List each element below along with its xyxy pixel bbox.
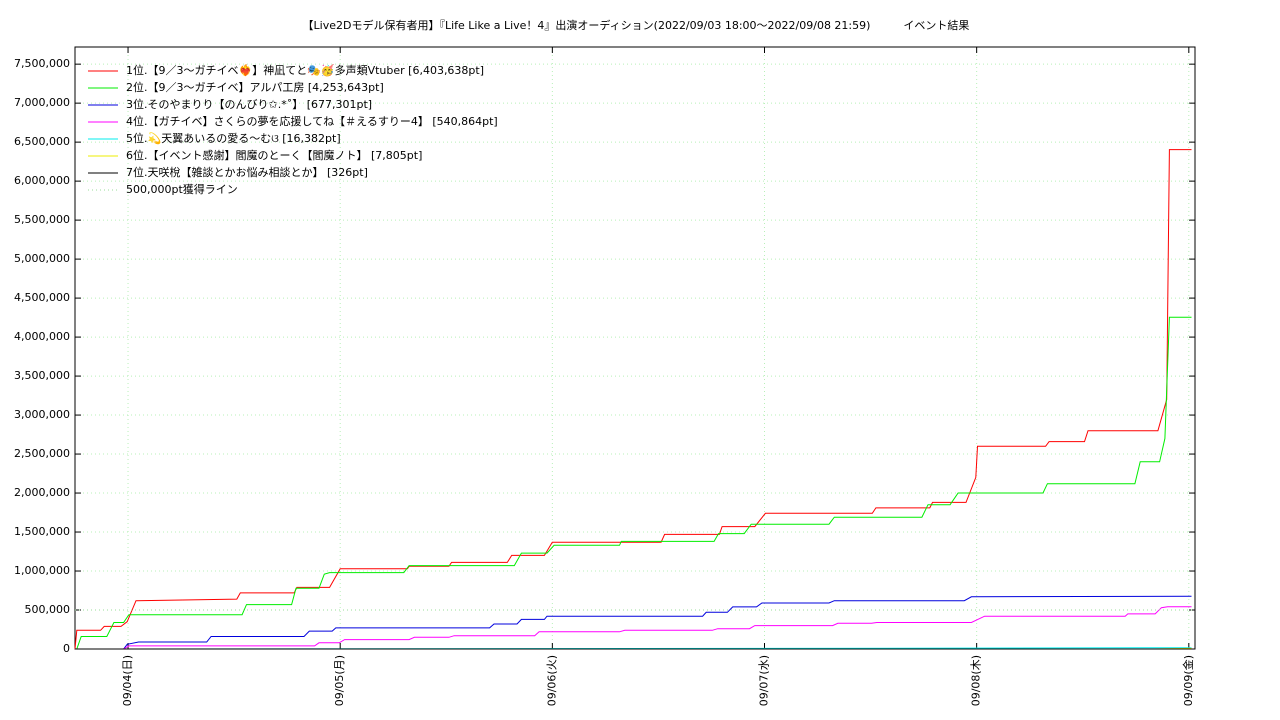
- y-tick-label: 1,000,000: [14, 564, 70, 577]
- y-tick-label: 4,500,000: [14, 291, 70, 304]
- y-tick-label: 0: [63, 642, 70, 655]
- x-tick-label: 09/04(日): [121, 655, 134, 706]
- y-tick-label: 5,000,000: [14, 252, 70, 265]
- legend-label: 7位.天咲梲【雑談とかお悩み相談とか】 [326pt]: [126, 165, 368, 179]
- x-tick-label: 09/06(火): [545, 655, 558, 706]
- series-line: [74, 149, 1192, 650]
- x-tick-label: 09/05(月): [333, 655, 346, 706]
- y-tick-label: 4,000,000: [14, 330, 70, 343]
- x-tick-label: 09/09(金): [1181, 655, 1195, 706]
- y-tick-label: 500,000: [25, 603, 71, 616]
- legend-label: 5位.💫天翼あいるの愛る〜むଓ [16,382pt]: [126, 131, 341, 146]
- legend-label: 500,000pt獲得ライン: [126, 183, 238, 196]
- legend-label: 2位.【9／3〜ガチイベ】アルパ工房 [4,253,643pt]: [126, 80, 384, 94]
- x-tick-label: 09/08(木): [970, 655, 983, 706]
- x-tick-label: 09/07(水): [758, 655, 771, 706]
- y-tick-label: 1,500,000: [14, 525, 70, 538]
- series-line: [76, 316, 1192, 650]
- y-tick-label: 6,500,000: [14, 135, 70, 148]
- chart-title: 【Live2Dモデル保有者用】『Life Like a Live！4』出演オーデ…: [303, 18, 970, 32]
- legend-label: 3位.そのやまりり【のんびり✩.*˚】 [677,301pt]: [126, 97, 372, 111]
- legend-label: 6位.【イベント感謝】閻魔のとーく【閻魔ノト】 [7,805pt]: [126, 148, 422, 162]
- y-tick-label: 3,500,000: [14, 369, 70, 382]
- legend-label: 4位.【ガチイベ】さくらの夢を応援してね【＃えるすりー4】 [540,864pt…: [126, 114, 498, 128]
- y-tick-label: 6,000,000: [14, 174, 70, 187]
- series-line: [75, 595, 1192, 650]
- y-tick-label: 2,500,000: [14, 447, 70, 460]
- y-tick-label: 7,500,000: [14, 57, 70, 70]
- y-tick-label: 5,500,000: [14, 213, 70, 226]
- y-tick-label: 7,000,000: [14, 96, 70, 109]
- legend-label: 1位.【9／3〜ガチイベ❤️‍🔥】神凪てと🎭🥳多声類Vtuber [6,403,…: [126, 63, 484, 77]
- y-tick-label: 2,000,000: [14, 486, 70, 499]
- series-line: [75, 606, 1192, 650]
- y-tick-label: 3,000,000: [14, 408, 70, 421]
